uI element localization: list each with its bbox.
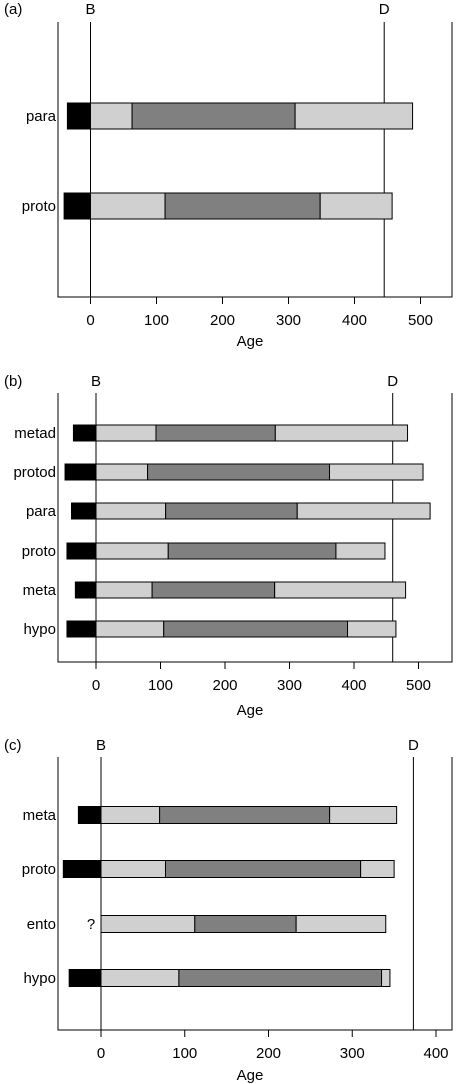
- bar-segment-prebirth: [77, 806, 102, 824]
- x-tick-label: 400: [423, 1045, 448, 1062]
- x-tick-label: 400: [341, 677, 366, 694]
- x-tick-label: 500: [408, 312, 433, 329]
- bar-segment-prebirth: [72, 424, 97, 442]
- panel-label: (b): [4, 373, 22, 390]
- bar-segment-3: [294, 102, 414, 130]
- bar-segment-2: [167, 542, 337, 560]
- bar-segment-3: [274, 581, 407, 599]
- bar-segment-prebirth: [68, 969, 102, 987]
- marker-label-d: D: [408, 737, 419, 754]
- x-tick-label: 0: [86, 312, 94, 329]
- x-tick-label: 0: [92, 677, 100, 694]
- x-axis-title: Age: [237, 1067, 264, 1084]
- bar-segment-1: [100, 969, 180, 987]
- x-tick-label: 300: [340, 1045, 365, 1062]
- category-label-ento: ento: [27, 916, 56, 933]
- bar-segment-3: [329, 806, 398, 824]
- bar-segment-prebirth: [64, 463, 97, 481]
- category-label-proto: proto: [22, 543, 56, 560]
- bar-segment-2: [165, 502, 298, 520]
- bar-segment-prebirth: [74, 581, 97, 599]
- bar-segment-1: [90, 192, 166, 220]
- panel-label: (c): [4, 737, 22, 754]
- bar-segment-2: [131, 102, 296, 130]
- bar-segment-prebirth: [66, 102, 92, 130]
- panel-b: (b) B D 0 100 200 300 400 500 Age metad protod para p…: [4, 373, 453, 719]
- marker-label-b: B: [96, 737, 106, 754]
- bar-segment-2: [194, 915, 297, 933]
- bar-segment-3: [335, 542, 386, 560]
- bar-segment-2: [164, 860, 362, 878]
- x-tick-label: 0: [97, 1045, 105, 1062]
- plot-frame: [57, 393, 453, 663]
- category-label-proto: proto: [22, 861, 56, 878]
- bar-segment-1: [95, 620, 165, 638]
- bar-segment-1: [95, 463, 149, 481]
- category-label-metad: metad: [14, 425, 56, 442]
- category-label-para: para: [26, 503, 57, 520]
- bar-segment-2: [159, 806, 331, 824]
- bar-segment-prebirth: [66, 620, 97, 638]
- x-tick-label: 300: [277, 677, 302, 694]
- bar-segment-1: [100, 806, 161, 824]
- bar-segment-1: [95, 581, 153, 599]
- panel-a: (a) B D 0 100 200 300 400 500 Age para proto: [4, 1, 453, 350]
- category-label-meta: meta: [23, 582, 57, 599]
- bar-segment-3: [360, 860, 395, 878]
- x-tick-label: 200: [212, 677, 237, 694]
- bar-segment-1: [90, 102, 133, 130]
- bar-segment-1: [95, 502, 167, 520]
- x-tick-label: 300: [276, 312, 301, 329]
- marker-label-d: D: [387, 373, 398, 390]
- bar-segment-3: [296, 502, 431, 520]
- category-label-para: para: [26, 108, 57, 125]
- bar-segment-prebirth: [63, 192, 91, 220]
- bar-segment-prebirth: [66, 542, 97, 560]
- bar-segment-3: [274, 424, 409, 442]
- category-label-hypo: hypo: [23, 621, 56, 638]
- x-tick-label: 500: [406, 677, 431, 694]
- x-tick-label: 100: [144, 312, 169, 329]
- category-label-proto: proto: [22, 198, 56, 215]
- annotation-question-mark: ?: [87, 916, 95, 933]
- x-tick-label: 400: [342, 312, 367, 329]
- x-tick-label: 200: [256, 1045, 281, 1062]
- bar-segment-2: [155, 424, 276, 442]
- bar-segment-1: [95, 542, 169, 560]
- x-tick-label: 200: [210, 312, 235, 329]
- panel-label: (a): [4, 1, 22, 18]
- bar-segment-1: [100, 915, 196, 933]
- category-label-hypo: hypo: [23, 970, 56, 987]
- bar-segment-2: [164, 192, 321, 220]
- marker-label-b: B: [85, 1, 95, 18]
- bar-segment-2: [151, 581, 276, 599]
- bar-segment-3: [328, 463, 424, 481]
- bar-segment-prebirth: [70, 502, 97, 520]
- bar-segment-3: [319, 192, 393, 220]
- bar-segment-3: [381, 969, 391, 987]
- x-tick-label: 100: [172, 1045, 197, 1062]
- category-label-meta: meta: [23, 807, 57, 824]
- bar-segment-3: [347, 620, 397, 638]
- plot-frame: [57, 22, 453, 298]
- x-axis-title: Age: [237, 702, 264, 719]
- bar-segment-2: [178, 969, 383, 987]
- panel-c: (c) B D 0 100 200 300 400 Age meta proto ento hypo?: [4, 737, 453, 1084]
- bar-segment-3: [295, 915, 387, 933]
- bar-segment-1: [95, 424, 157, 442]
- bar-segment-2: [147, 463, 330, 481]
- category-label-protod: protod: [13, 464, 56, 481]
- bar-segment-prebirth: [62, 860, 102, 878]
- bar-segment-2: [163, 620, 349, 638]
- x-tick-label: 100: [148, 677, 173, 694]
- bar-segment-1: [100, 860, 166, 878]
- x-axis-title: Age: [237, 333, 264, 350]
- marker-label-b: B: [91, 373, 101, 390]
- marker-label-d: D: [379, 1, 390, 18]
- plot-frame: [57, 757, 453, 1031]
